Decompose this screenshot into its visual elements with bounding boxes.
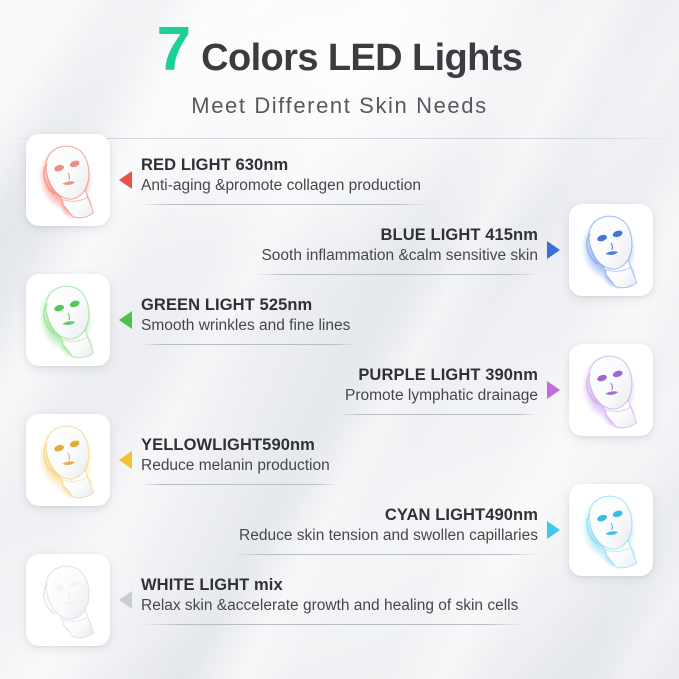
light-rows-list: RED LIGHT 630nm Anti-aging &promote colla… bbox=[0, 134, 679, 646]
light-divider-cyan bbox=[233, 554, 538, 556]
mask-thumbnail-white bbox=[26, 554, 110, 646]
light-divider-red bbox=[141, 204, 427, 206]
light-divider-purple bbox=[339, 414, 538, 416]
light-divider-white bbox=[141, 624, 524, 626]
marker-triangle-purple bbox=[547, 381, 560, 399]
header-divider bbox=[0, 138, 679, 139]
light-row-yellow: YELLOWLIGHT590nm Reduce melanin productio… bbox=[0, 414, 679, 506]
title-line: 7 Colors LED Lights bbox=[0, 19, 679, 81]
mask-thumbnail-purple bbox=[569, 344, 653, 436]
light-title-blue: BLUE LIGHT 415nm bbox=[380, 225, 538, 244]
light-row-red: RED LIGHT 630nm Anti-aging &promote colla… bbox=[0, 134, 679, 226]
light-desc-purple: Promote lymphatic drainage bbox=[345, 387, 538, 405]
light-title-purple: PURPLE LIGHT 390nm bbox=[358, 365, 538, 384]
light-divider-green bbox=[141, 344, 356, 346]
mask-thumbnail-cyan bbox=[569, 484, 653, 576]
light-text-block-purple: PURPLE LIGHT 390nm Promote lymphatic drai… bbox=[339, 365, 538, 416]
light-text-block-green: GREEN LIGHT 525nm Smooth wrinkles and fin… bbox=[141, 295, 356, 346]
light-title-cyan: CYAN LIGHT490nm bbox=[384, 505, 538, 524]
light-row-blue: BLUE LIGHT 415nm Sooth inflammation &calm… bbox=[0, 204, 679, 296]
marker-triangle-blue bbox=[547, 241, 560, 259]
headline-number: 7 bbox=[156, 15, 191, 84]
light-desc-red: Anti-aging &promote collagen production bbox=[141, 177, 422, 195]
marker-triangle-cyan bbox=[547, 521, 560, 539]
light-row-white: WHITE LIGHT mix Relax skin &accelerate gr… bbox=[0, 554, 679, 646]
mask-thumbnail-red bbox=[26, 134, 110, 226]
light-text-block-white: WHITE LIGHT mix Relax skin &accelerate gr… bbox=[141, 575, 524, 626]
headline-subtitle: Meet Different Skin Needs bbox=[191, 93, 488, 118]
light-desc-cyan: Reduce skin tension and swollen capillar… bbox=[239, 527, 538, 545]
light-text-block-blue: BLUE LIGHT 415nm Sooth inflammation &calm… bbox=[255, 225, 538, 276]
marker-triangle-red bbox=[119, 171, 132, 189]
header: 7 Colors LED Lights Meet Different Skin … bbox=[0, 0, 679, 139]
light-title-red: RED LIGHT 630nm bbox=[141, 155, 289, 174]
mask-thumbnail-green bbox=[26, 274, 110, 366]
light-title-green: GREEN LIGHT 525nm bbox=[141, 295, 313, 314]
light-text-block-red: RED LIGHT 630nm Anti-aging &promote colla… bbox=[141, 155, 427, 206]
light-row-green: GREEN LIGHT 525nm Smooth wrinkles and fin… bbox=[0, 274, 679, 366]
marker-triangle-yellow bbox=[119, 451, 132, 469]
light-desc-green: Smooth wrinkles and fine lines bbox=[141, 317, 351, 335]
mask-thumbnail-blue bbox=[569, 204, 653, 296]
marker-triangle-white bbox=[119, 591, 132, 609]
light-title-white: WHITE LIGHT mix bbox=[141, 575, 283, 594]
headline-title: Colors LED Lights bbox=[201, 37, 523, 79]
light-row-cyan: CYAN LIGHT490nm Reduce skin tension and s… bbox=[0, 484, 679, 576]
light-desc-blue: Sooth inflammation &calm sensitive skin bbox=[261, 247, 538, 265]
light-row-purple: PURPLE LIGHT 390nm Promote lymphatic drai… bbox=[0, 344, 679, 436]
mask-thumbnail-yellow bbox=[26, 414, 110, 506]
light-desc-yellow: Reduce melanin production bbox=[141, 457, 330, 475]
light-text-block-cyan: CYAN LIGHT490nm Reduce skin tension and s… bbox=[233, 505, 538, 556]
light-divider-blue bbox=[255, 274, 538, 276]
light-title-yellow: YELLOWLIGHT590nm bbox=[141, 435, 315, 454]
light-text-block-yellow: YELLOWLIGHT590nm Reduce melanin productio… bbox=[141, 435, 336, 486]
marker-triangle-green bbox=[119, 311, 132, 329]
light-desc-white: Relax skin &accelerate growth and healin… bbox=[141, 597, 519, 615]
light-divider-yellow bbox=[141, 484, 336, 486]
